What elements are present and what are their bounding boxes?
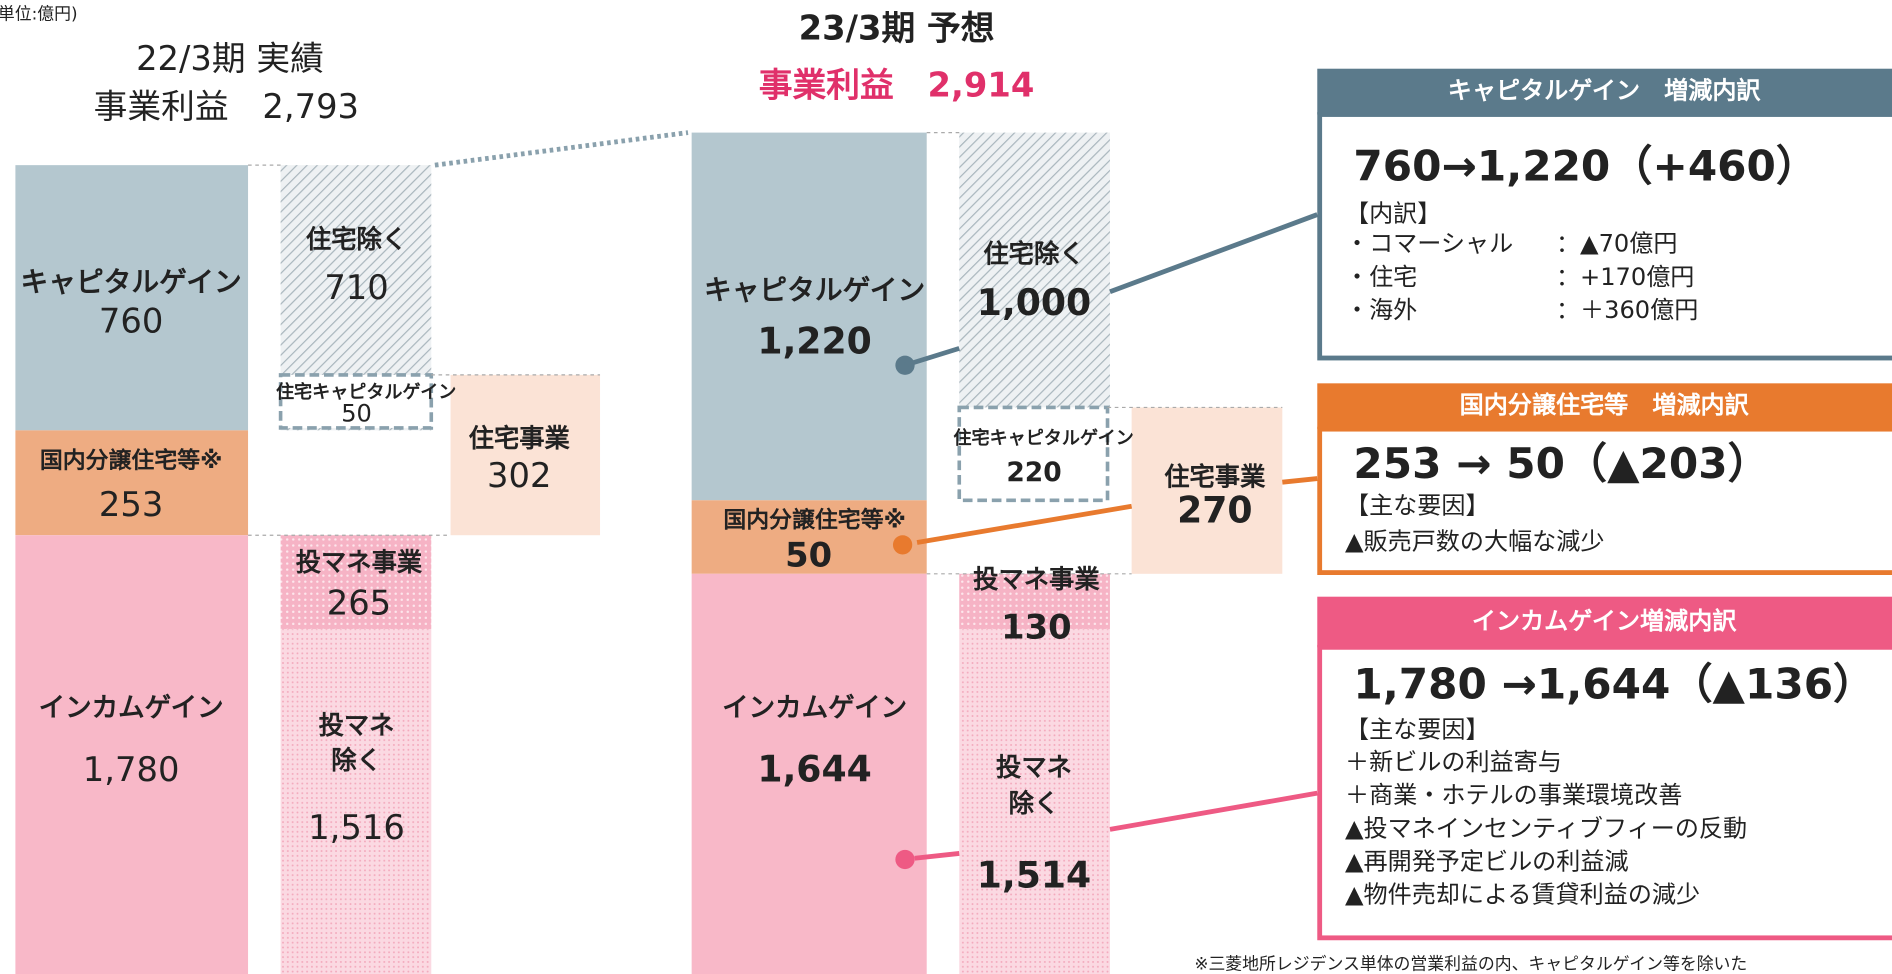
- panel-line: ・海外: [1345, 296, 1417, 324]
- panel-line: ：+170億円: [1556, 263, 1694, 291]
- panel-line: ▲投マネインセンティブフィーの反動: [1345, 814, 1747, 842]
- label: インカムゲイン: [39, 692, 224, 723]
- panel-line: ：▲70億円: [1556, 230, 1677, 258]
- label: 1,516: [308, 808, 405, 847]
- panel-title: 国内分譲住宅等 増減内訳: [1460, 391, 1750, 419]
- label: 投マネ事業: [296, 548, 423, 577]
- panel-line: ：＋360億円: [1556, 296, 1698, 324]
- panel-subtitle: 【内訳】: [1345, 200, 1441, 228]
- label: 50: [341, 400, 372, 428]
- label: 130: [1001, 608, 1071, 647]
- label: 投マネ: [319, 711, 395, 740]
- panel-headline: 1,780 →1,644（▲136）: [1353, 660, 1875, 709]
- panel-line: ＋新ビルの利益寄与: [1345, 748, 1562, 776]
- panel-title: インカムゲイン増減内訳: [1472, 607, 1737, 635]
- panel-line: ・住宅: [1345, 263, 1417, 291]
- footnote: ※三菱地所レジデンス単体の営業利益の内、キャピタルゲイン等を除いた: [1194, 953, 1747, 973]
- label: 国内分譲住宅等※: [723, 506, 906, 533]
- panel-subtitle: 【主な要因】: [1345, 491, 1490, 519]
- label: 1,780: [83, 750, 180, 789]
- label: 50: [785, 535, 832, 574]
- label: 除く: [1009, 789, 1060, 818]
- panel-line: ・コマーシャル: [1345, 230, 1513, 258]
- panel-line: ▲再開発予定ビルの利益減: [1345, 847, 1629, 875]
- label: 国内分譲住宅等※: [40, 447, 223, 474]
- unit-note: (単位:億円): [0, 3, 78, 23]
- layout: [15, 68, 1892, 974]
- panel-line: ▲販売戸数の大幅な減少: [1345, 527, 1604, 555]
- panel-headline: 253 → 50（▲203）: [1353, 439, 1769, 488]
- label: 住宅事業: [469, 424, 571, 453]
- panel-title: キャピタルゲイン 増減内訳: [1448, 77, 1762, 105]
- label: 302: [487, 456, 551, 495]
- label: 住宅キャピタルゲイン: [276, 381, 456, 403]
- label: 住宅キャピタルゲイン: [953, 427, 1133, 449]
- panel-line: ▲物件売却による賃貸利益の減少: [1345, 881, 1700, 909]
- label: キャピタルゲイン: [704, 274, 925, 307]
- period-profit: 事業利益 2,914: [759, 65, 1035, 104]
- panel-headline: 760→1,220（+460）: [1353, 141, 1818, 190]
- label: 投マネ事業: [973, 565, 1100, 594]
- label: 710: [324, 268, 388, 307]
- label: 220: [1006, 457, 1061, 488]
- label: 住宅除く: [306, 225, 407, 254]
- label: 253: [99, 485, 163, 524]
- label: 1,644: [757, 747, 871, 790]
- period-title: 23/3期 予想: [799, 9, 995, 48]
- label: 760: [99, 302, 163, 341]
- panel-subtitle: 【主な要因】: [1345, 716, 1490, 744]
- label: 270: [1177, 488, 1252, 531]
- label: キャピタルゲイン: [21, 265, 242, 298]
- label: 265: [327, 584, 391, 623]
- period-profit: 事業利益 2,793: [94, 87, 359, 126]
- label: インカムゲイン: [722, 692, 907, 723]
- panel-line: ＋商業・ホテルの事業環境改善: [1345, 781, 1682, 809]
- label: 除く: [331, 746, 382, 775]
- label: 1,220: [757, 320, 871, 363]
- label: 1,514: [977, 854, 1091, 897]
- label: 投マネ: [996, 753, 1072, 782]
- label: 1,000: [977, 281, 1091, 324]
- label: 住宅除く: [983, 240, 1084, 269]
- label: 住宅事業: [1164, 463, 1266, 492]
- period-title: 22/3期 実績: [136, 39, 324, 78]
